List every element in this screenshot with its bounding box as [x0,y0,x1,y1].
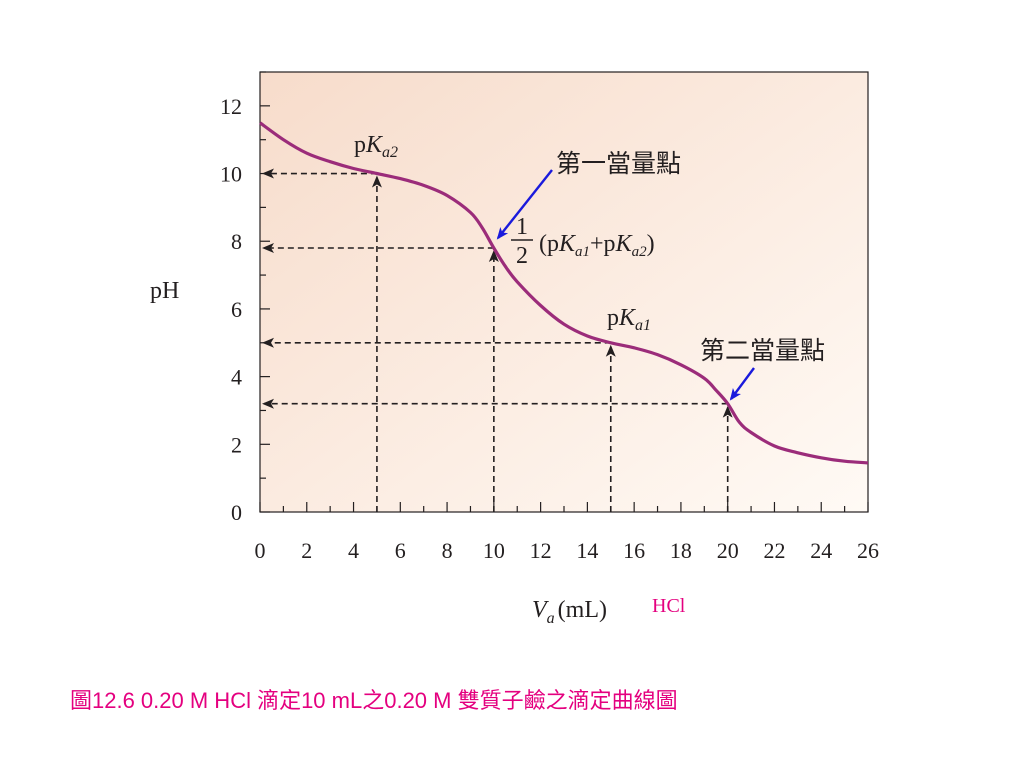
y-axis: 0 2 4 6 8 10 12 [220,71,270,525]
second-equivalence-arrow [729,367,755,401]
x-tick-label: 16 [623,538,645,563]
svg-text:(pKa1+pKa2): (pKa1+pKa2) [539,231,655,260]
x-tick-label: 18 [670,538,692,563]
x-tick-label: 6 [395,538,406,563]
svg-text:2: 2 [516,243,528,269]
titration-curve [259,121,869,465]
x-tick-label: 4 [348,538,359,563]
x-tick-label: 8 [442,538,453,563]
pka1-label: pKa1 [607,305,651,334]
x-tick-label: 14 [576,538,598,563]
x-tick-label: 2 [301,538,312,563]
svg-text:1: 1 [516,214,528,240]
y-axis-label: pH [150,278,179,304]
x-tick-label: 22 [763,538,785,563]
x-tick-label: 24 [810,538,832,563]
y-tick-label: 12 [220,94,242,119]
pka2-label: pKa2 [354,132,398,161]
x-tick-label: 0 [255,538,266,563]
y-tick-label: 10 [220,162,242,187]
second-equivalence-label: 第二當量點 [700,336,825,365]
first-equivalence-arrow [496,169,553,240]
first-equivalence-label: 第一當量點 [556,149,681,178]
guide-lines [262,168,733,512]
y-tick-label: 2 [231,432,242,457]
y-tick-label: 8 [231,229,242,254]
half-sum-label: 1 2 (pKa1+pKa2) [511,214,655,269]
x-axis-extra-label: HCl [652,595,686,617]
x-tick-label: 26 [857,538,879,563]
x-axis-label: Va (mL) [532,597,607,627]
figure-caption: 圖12.6 0.20 M HCl 滴定10 mL之0.20 M 雙質子鹼之滴定曲… [70,688,678,713]
y-tick-label: 0 [231,500,242,525]
x-tick-label: 20 [717,538,739,563]
x-axis: 0 2 4 6 8 10 12 14 16 18 20 22 24 26 [255,502,879,563]
x-tick-label: 10 [483,538,505,563]
y-tick-label: 6 [231,297,242,322]
x-tick-label: 12 [530,538,552,563]
plot-background [260,72,868,512]
y-tick-label: 4 [231,365,242,390]
